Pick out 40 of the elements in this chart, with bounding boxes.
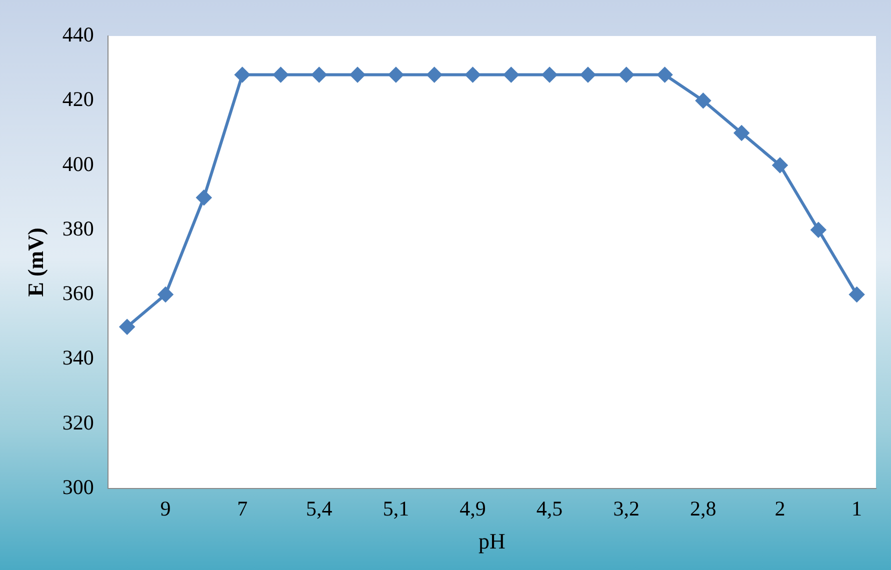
y-tick-label: 360 (62, 281, 94, 306)
point (504, 67, 519, 82)
point (465, 67, 480, 82)
point (350, 67, 366, 82)
point (696, 93, 711, 108)
x-tick-label: 7 (237, 496, 248, 521)
point (196, 190, 212, 206)
x-tick-label: 3,2 (613, 496, 640, 521)
point (580, 67, 596, 82)
x-tick-label: 5,4 (306, 496, 333, 521)
y-tick-label: 440 (62, 22, 94, 47)
x-tick-label: 4,5 (536, 496, 563, 521)
point (657, 67, 672, 82)
x-tick-label: 1 (852, 496, 862, 521)
y-axis-title: E (mV) (22, 228, 48, 297)
y-tick-label: 420 (62, 87, 94, 112)
x-tick-label: 4,9 (460, 496, 486, 521)
point (618, 67, 634, 82)
y-tick-label: 320 (62, 410, 94, 434)
point (312, 67, 327, 82)
point (158, 287, 174, 302)
x-axis-title: pH (478, 528, 506, 554)
point (388, 67, 404, 82)
point (120, 319, 135, 334)
point (734, 125, 750, 140)
y-tick-label: 300 (62, 474, 94, 499)
x-tick-label: 9 (160, 496, 171, 521)
y-tick-label: 380 (62, 216, 94, 240)
x-tick-label: 5,1 (382, 496, 410, 521)
x-tick-label: 2,8 (690, 496, 716, 521)
point (273, 67, 288, 82)
y-tick-label: 400 (62, 152, 94, 176)
point (234, 67, 250, 82)
point (426, 67, 442, 82)
point (542, 67, 558, 82)
point (849, 287, 864, 302)
point (772, 158, 788, 173)
x-tick-label: 2 (774, 496, 786, 521)
point (810, 222, 826, 238)
y-tick-label: 340 (62, 346, 94, 370)
